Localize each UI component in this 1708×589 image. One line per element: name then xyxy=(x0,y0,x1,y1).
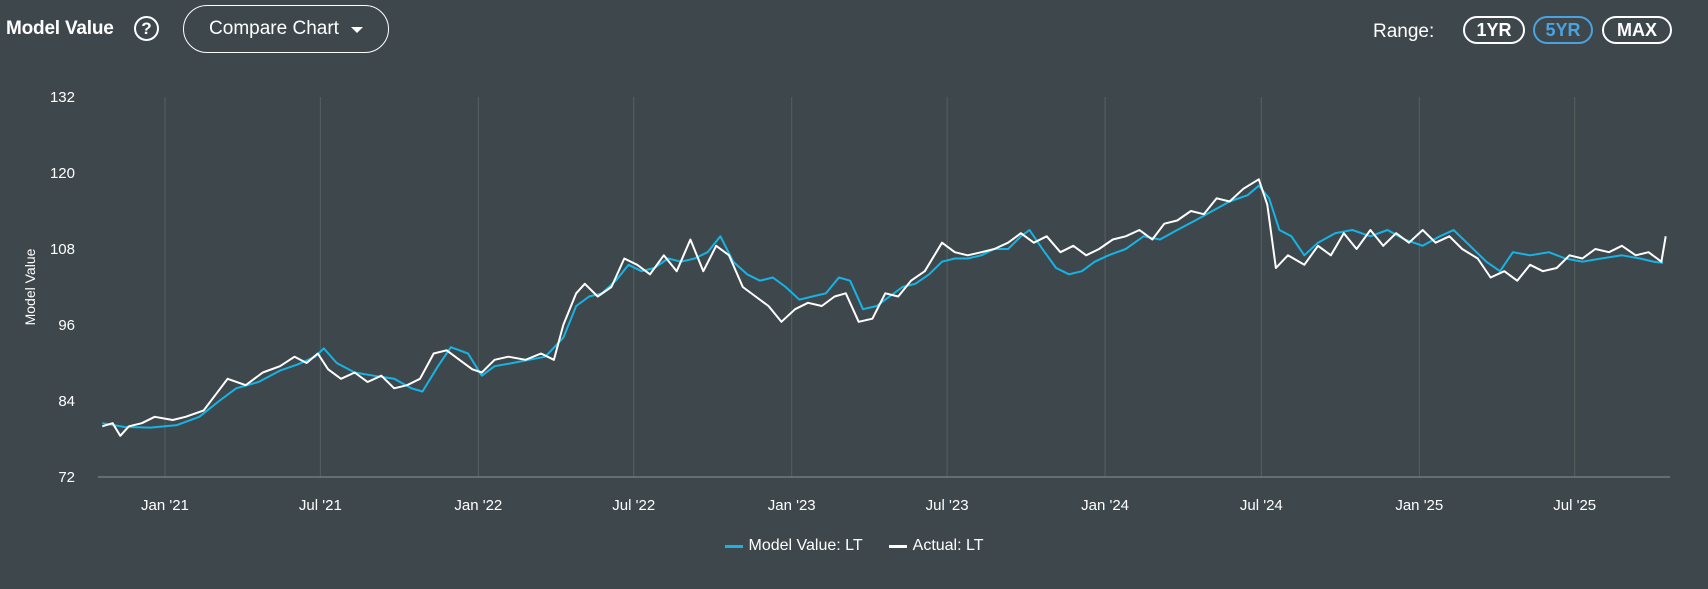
range-button-max[interactable]: MAX xyxy=(1602,16,1672,44)
x-tick-label: Jul '24 xyxy=(1240,497,1283,514)
y-tick-label: 132 xyxy=(50,89,75,106)
range-button-1yr[interactable]: 1YR xyxy=(1463,16,1525,44)
x-tick-label: Jul '23 xyxy=(926,497,969,514)
legend-label-model: Model Value: LT xyxy=(748,537,863,554)
y-tick-label: 96 xyxy=(58,317,75,334)
compare-chart-label: Compare Chart xyxy=(209,18,339,39)
legend-item-actual[interactable]: Actual: LT xyxy=(888,537,984,555)
x-tick-label: Jan '23 xyxy=(768,497,816,514)
y-tick-label: 120 xyxy=(50,165,75,182)
x-tick-label: Jan '24 xyxy=(1081,497,1129,514)
y-tick-label: 72 xyxy=(58,469,75,486)
range-button-5yr[interactable]: 5YR xyxy=(1533,16,1593,44)
page-title: Model Value xyxy=(6,18,114,39)
x-tick-label: Jan '25 xyxy=(1395,497,1443,514)
chart-legend: Model Value: LT Actual: LT xyxy=(0,537,1708,555)
legend-item-model[interactable]: Model Value: LT xyxy=(724,537,863,555)
series-line-model-value xyxy=(102,184,1664,429)
x-tick-label: Jan '21 xyxy=(141,497,189,514)
legend-label-actual: Actual: LT xyxy=(912,537,984,554)
y-axis-label: Model Value xyxy=(22,248,38,325)
y-tick-label: 108 xyxy=(50,241,75,258)
y-tick-label: 84 xyxy=(58,393,75,410)
x-tick-label: Jan '22 xyxy=(454,497,502,514)
range-label: Range: xyxy=(1373,21,1435,42)
legend-swatch-actual xyxy=(888,544,907,548)
chevron-down-icon xyxy=(350,27,363,33)
compare-chart-dropdown[interactable]: Compare Chart xyxy=(183,5,389,53)
x-tick-label: Jul '22 xyxy=(612,497,655,514)
question-circle-icon[interactable]: ? xyxy=(134,16,159,41)
legend-swatch-model xyxy=(724,544,743,548)
x-tick-label: Jul '21 xyxy=(299,497,342,514)
x-tick-label: Jul '25 xyxy=(1553,497,1596,514)
series-line-actual xyxy=(102,178,1667,437)
